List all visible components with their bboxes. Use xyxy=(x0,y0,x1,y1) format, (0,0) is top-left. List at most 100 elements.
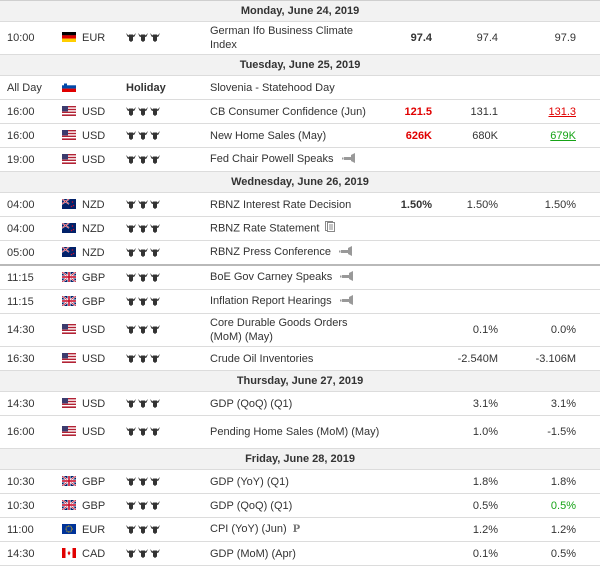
event-name[interactable]: GDP (MoM) (Apr) xyxy=(210,547,296,560)
flag-us-icon xyxy=(62,153,76,164)
event-name[interactable]: GDP (QoQ) (Q1) xyxy=(210,499,293,512)
day-header-row: Friday, June 28, 2019 xyxy=(0,448,600,470)
bull-icon xyxy=(150,130,160,140)
event-name[interactable]: BoE Gov Carney Speaks xyxy=(210,271,333,284)
importance-rating xyxy=(126,216,210,241)
bull-icon xyxy=(150,476,160,486)
event-previous xyxy=(498,216,576,241)
speaker-icon xyxy=(338,270,354,285)
event-previous: 1.50% xyxy=(498,192,576,217)
event-time: 11:00 xyxy=(0,517,62,542)
event-previous: 3.1% xyxy=(498,391,576,416)
flag-gb-icon xyxy=(62,474,77,487)
event-row[interactable]: 19:00 USD Fed Chair Powell Speaks xyxy=(0,147,600,172)
bull-icon xyxy=(126,548,136,558)
bull-icon xyxy=(126,353,136,363)
day-date: Monday, June 24, 2019 xyxy=(0,0,600,22)
event-forecast: 1.50% xyxy=(432,192,498,217)
event-name[interactable]: RBNZ Interest Rate Decision xyxy=(210,198,352,211)
event-name[interactable]: Slovenia - Statehood Day xyxy=(210,81,335,94)
event-forecast xyxy=(432,216,498,241)
bull-icon xyxy=(150,524,160,534)
importance-rating xyxy=(126,415,210,449)
bull-icon xyxy=(150,500,160,510)
event-name[interactable]: Inflation Report Hearings xyxy=(210,295,332,308)
day-header-row: Thursday, June 27, 2019 xyxy=(0,370,600,392)
importance-rating xyxy=(126,99,210,124)
bull-icon xyxy=(150,272,160,282)
event-row[interactable]: 10:30 GBP GDP (YoY) (Q1) 1.8% 1.8% xyxy=(0,469,600,494)
event-row[interactable]: 04:00 NZD RBNZ Rate Statement xyxy=(0,216,600,241)
bull-icon xyxy=(138,524,148,534)
event-name[interactable]: CB Consumer Confidence (Jun) xyxy=(210,105,366,118)
event-currency: CAD xyxy=(82,547,106,560)
importance-rating xyxy=(126,289,210,314)
event-row[interactable]: All Day Holiday Slovenia - Statehood Day xyxy=(0,75,600,100)
event-previous: 679K xyxy=(498,123,576,148)
bull-icon xyxy=(150,398,160,408)
event-previous xyxy=(498,147,576,172)
event-forecast: -2.540M xyxy=(432,346,498,371)
event-time: 19:00 xyxy=(0,147,62,172)
bull-icon xyxy=(138,296,148,306)
event-time: 14:30 xyxy=(0,541,62,566)
event-forecast: 1.8% xyxy=(432,469,498,494)
event-time: 05:00 xyxy=(0,240,62,266)
event-previous: 0.0% xyxy=(498,313,576,347)
flag-us-icon xyxy=(62,397,76,408)
importance-rating xyxy=(126,147,210,172)
importance-rating xyxy=(126,192,210,217)
event-name[interactable]: GDP (QoQ) (Q1) xyxy=(210,397,293,410)
event-row[interactable]: 14:30 CAD GDP (MoM) (Apr) 0.1% 0.5% xyxy=(0,541,600,566)
event-time: 11:15 xyxy=(0,289,62,314)
bull-icon xyxy=(126,199,136,209)
event-row[interactable]: 14:30 USD GDP (QoQ) (Q1) 3.1% 3.1% xyxy=(0,391,600,416)
importance-rating xyxy=(126,541,210,566)
event-time: 11:15 xyxy=(0,264,62,290)
event-time: 16:30 xyxy=(0,346,62,371)
event-name[interactable]: RBNZ Rate Statement xyxy=(210,222,320,235)
event-currency: GBP xyxy=(82,271,106,284)
event-name[interactable]: Core Durable Goods Orders (MoM) (May) xyxy=(210,317,348,343)
event-row[interactable]: 16:00 USD CB Consumer Confidence (Jun) 121.… xyxy=(0,99,600,124)
event-name[interactable]: German Ifo Business Climate Index xyxy=(210,25,354,51)
event-row[interactable]: 14:30 USD Core Durable Goods Orders (MoM) … xyxy=(0,313,600,347)
event-actual xyxy=(380,415,432,449)
event-previous: 0.5% xyxy=(498,541,576,566)
event-name[interactable]: Crude Oil Inventories xyxy=(210,352,314,365)
bull-icon xyxy=(126,500,136,510)
bull-icon xyxy=(150,223,160,233)
event-name[interactable]: GDP (YoY) (Q1) xyxy=(210,475,289,488)
event-row[interactable]: 05:00 NZD RBNZ Press Conference xyxy=(0,240,600,266)
event-row[interactable]: 11:15 GBP BoE Gov Carney Speaks xyxy=(0,264,600,290)
event-row[interactable]: 16:30 USD Crude Oil Inventories -2.540M -3.1… xyxy=(0,346,600,371)
event-name[interactable]: CPI (YoY) (Jun) xyxy=(210,523,287,536)
event-name[interactable]: Pending Home Sales (MoM) (May) xyxy=(210,426,380,438)
flag-us-icon xyxy=(62,324,76,334)
event-row[interactable]: 16:00 USD Pending Home Sales (MoM) (May) 1.… xyxy=(0,415,600,449)
event-row[interactable]: 16:00 USD New Home Sales (May) 626K 680K 679K xyxy=(0,123,600,148)
day-header-row: Wednesday, June 26, 2019 xyxy=(0,171,600,193)
event-row[interactable]: 11:00 EUR CPI (YoY) (Jun) P 1.2% 1.2% xyxy=(0,517,600,542)
flag-ca-icon xyxy=(62,547,76,558)
event-name[interactable]: Fed Chair Powell Speaks xyxy=(210,153,334,166)
event-row[interactable]: 10:30 GBP GDP (QoQ) (Q1) 0.5% 0.5% xyxy=(0,493,600,518)
event-currency: GBP xyxy=(82,475,106,488)
bull-icon xyxy=(138,106,148,116)
event-forecast: 0.1% xyxy=(432,541,498,566)
bull-icon xyxy=(126,272,136,282)
event-row[interactable]: 10:00 EUR German Ifo Business Climate Inde… xyxy=(0,21,600,55)
event-currency: EUR xyxy=(82,523,106,536)
event-name[interactable]: RBNZ Press Conference xyxy=(210,246,332,259)
event-currency: EUR xyxy=(82,32,106,44)
event-actual xyxy=(380,469,432,494)
event-name[interactable]: New Home Sales (May) xyxy=(210,129,327,142)
event-currency: GBP xyxy=(82,499,106,512)
flag-us-icon xyxy=(62,352,76,363)
bull-icon xyxy=(138,223,148,233)
event-row[interactable]: 11:15 GBP Inflation Report Hearings xyxy=(0,289,600,314)
bull-icon xyxy=(138,353,148,363)
event-row[interactable]: 04:00 NZD RBNZ Interest Rate Decision 1.50%… xyxy=(0,192,600,217)
event-actual: 626K xyxy=(380,123,432,148)
event-previous xyxy=(498,264,576,290)
